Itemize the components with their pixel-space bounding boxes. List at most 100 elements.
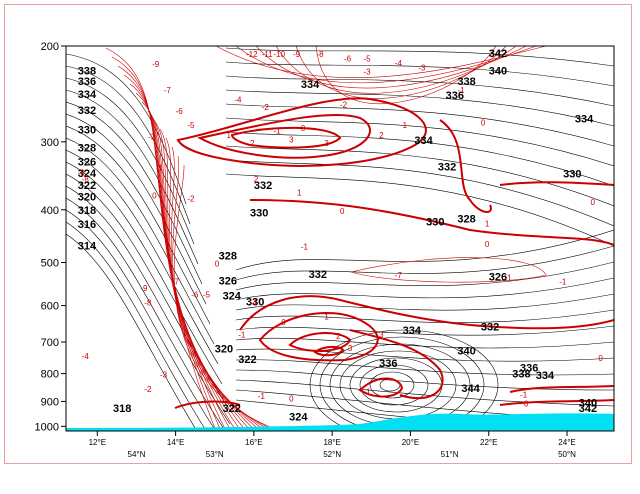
anomaly-label: -1 (258, 392, 266, 401)
contour-label: 328 (78, 142, 96, 154)
anomaly-label: -4 (395, 59, 403, 68)
contour-label: 332 (438, 161, 456, 173)
y-tick-label: 300 (41, 137, 59, 149)
anomaly-label: -2 (148, 132, 156, 141)
anomaly-label: -1 (273, 127, 281, 136)
isentrope-line (225, 173, 614, 247)
isentrope-line (225, 117, 614, 167)
contour-label: 316 (78, 219, 96, 231)
black-contour-labels: 3423403383383363343323303283263243223203… (78, 48, 597, 424)
anomaly-zero-contour (249, 199, 614, 246)
isentrope-loop (369, 371, 415, 399)
y-tick-label: 800 (41, 369, 59, 381)
contour-label: 330 (563, 168, 581, 180)
contour-label: 340 (579, 398, 597, 410)
contour-label: 322 (78, 180, 96, 192)
contour-label: 342 (579, 403, 597, 415)
anomaly-line (117, 65, 227, 431)
anomaly-label: -2 (187, 195, 195, 204)
isentrope-line (66, 101, 203, 285)
contour-label: 336 (446, 90, 464, 102)
contour-label: 314 (78, 240, 97, 252)
anomaly-label: -8 (82, 175, 90, 184)
x-axis: 12°E 14°E 16°E 18°E 20°E 22°E 24°E 54°N 53°N 52°N… (89, 431, 576, 459)
isentrope-line (225, 47, 614, 67)
x-lat-label: 50°N (558, 450, 576, 459)
contour-label: 338 (78, 66, 96, 78)
anomaly-contour (230, 126, 342, 149)
isentrope-line (66, 221, 207, 431)
anomaly-label: -1 (363, 388, 371, 397)
contour-label: 324 (289, 412, 308, 424)
anomaly-label: -1 (520, 390, 528, 399)
anomaly-label: -11 (262, 50, 274, 59)
figure-frame (4, 4, 632, 464)
y-tick-label: 700 (41, 337, 59, 349)
anomaly-label: 3 (348, 344, 353, 353)
anomaly-contour (499, 181, 614, 186)
isentrope-line (225, 75, 614, 107)
isentrope-line (235, 309, 614, 323)
anomaly-label: -4 (234, 96, 242, 105)
contour-label: 318 (78, 205, 96, 217)
anomaly-label: -9 (140, 284, 148, 293)
isentrope-loop (359, 364, 429, 406)
x-lat-label: 53°N (206, 450, 224, 459)
anomaly-label: -3 (418, 63, 426, 72)
anomaly-label: 0 (215, 260, 220, 269)
isentrope-loop (319, 336, 485, 431)
x-tick-label: 12°E (89, 438, 106, 447)
anomaly-label: 0 (524, 400, 529, 409)
isentrope-line (225, 89, 614, 127)
contour-label: 334 (414, 135, 433, 147)
plot-border (65, 45, 615, 432)
x-tick-label: 18°E (323, 438, 340, 447)
anomaly-label: 1 (485, 219, 490, 228)
anomaly-contour (313, 345, 345, 357)
anomaly-label: -7 (172, 278, 180, 287)
anomaly-label: 3 (379, 330, 384, 339)
contour-label: 318 (113, 403, 131, 415)
terrain-fill (66, 413, 614, 431)
anomaly-label: -7 (395, 271, 403, 280)
anomaly-label: -4 (250, 299, 258, 308)
anomaly-label: 3 (324, 139, 329, 148)
isentrope-line (225, 159, 614, 227)
contour-label: 330 (426, 216, 444, 228)
isentrope-loop (339, 350, 457, 420)
anomaly-label: 1 (403, 121, 408, 130)
contour-label: 342 (489, 48, 507, 60)
isentrope-line (66, 65, 191, 225)
contour-label: 326 (489, 271, 507, 283)
anomaly-label: -8 (144, 299, 152, 308)
anomaly-label: -5 (203, 290, 211, 299)
isentrope-line (66, 113, 207, 305)
x-tick-label: 16°E (245, 438, 262, 447)
contour-label: 338 (512, 369, 530, 381)
anomaly-label: -2 (262, 103, 270, 112)
anomaly-label: 3 (289, 136, 294, 145)
anomaly-line (147, 110, 252, 431)
isentrope-line (235, 245, 614, 281)
isentrope-line (66, 53, 187, 205)
y-tick-label: 900 (41, 396, 59, 408)
isentrope-line (225, 145, 614, 207)
anomaly-contour (349, 329, 444, 400)
isentrope-line (66, 89, 199, 265)
anomaly-contour (439, 119, 492, 213)
anomaly-label: -1 (559, 278, 567, 287)
anomaly-line (235, 46, 537, 84)
anomaly-label: -2 (144, 385, 152, 394)
anomaly-label: 0 (281, 318, 286, 327)
anomaly-contour (258, 312, 379, 362)
anomaly-zero-contour (176, 97, 427, 167)
contour-label: 336 (78, 76, 96, 88)
anomaly-label: 0 (301, 124, 306, 133)
isentrope-loop (309, 329, 499, 431)
anomaly-label: 1 (324, 312, 329, 321)
contour-label: 336 (520, 363, 538, 375)
x-tick-label: 20°E (402, 438, 419, 447)
isentrope-line (66, 137, 215, 345)
anomaly-label: -6 (344, 55, 352, 64)
contour-label: 330 (246, 297, 264, 309)
